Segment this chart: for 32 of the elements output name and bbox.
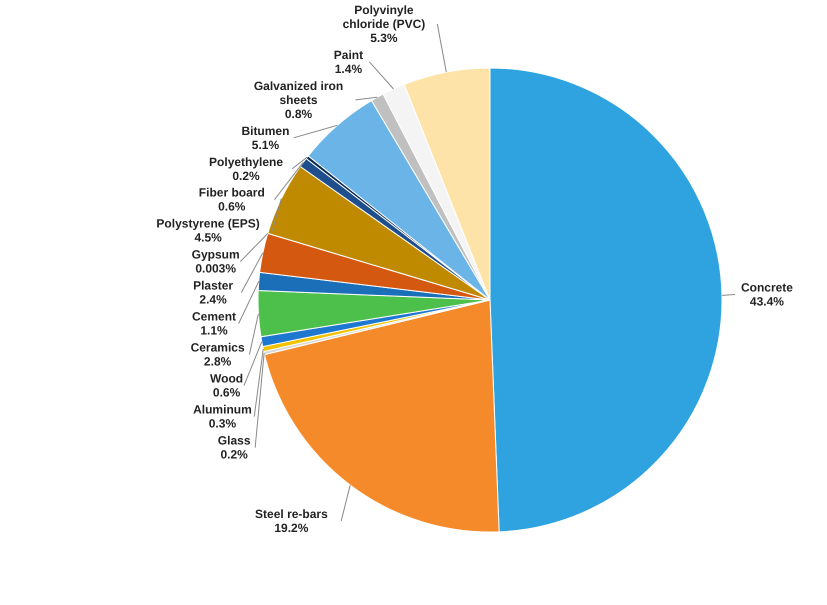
slice-label: Polyvinyle chloride (PVC) xyxy=(342,3,426,31)
data-label: 0.3% xyxy=(208,416,236,431)
data-label: 2.4% xyxy=(199,292,228,307)
data-label: 4.5% xyxy=(194,230,222,245)
slice-label: Plaster xyxy=(193,278,234,293)
data-label: 5.1% xyxy=(252,138,280,152)
data-label: 0.2% xyxy=(220,448,248,462)
data-label: 0.6% xyxy=(218,200,246,214)
data-label: 1.4% xyxy=(334,62,362,76)
slice-label: Cement xyxy=(192,310,236,324)
slice-label: Polystyrene (EPS) xyxy=(156,216,260,231)
slice-label: Bitumen xyxy=(241,124,290,138)
data-label: 43.4% xyxy=(750,294,784,309)
slice-label: Fiber board xyxy=(198,186,265,200)
slice-label: Aluminum xyxy=(193,402,252,417)
data-label: 0.6% xyxy=(212,386,241,400)
data-label: 1.1% xyxy=(200,324,228,338)
slice-label: Galvanized iron sheets xyxy=(254,78,344,107)
slice-label: Glass xyxy=(218,434,251,448)
slice-label: Paint xyxy=(334,48,364,62)
data-label: 0.003% xyxy=(195,262,236,276)
slice-label: Wood xyxy=(210,372,244,386)
data-label: 0.2% xyxy=(232,168,260,183)
data-label: 5.3% xyxy=(370,31,398,45)
data-label: 0.8% xyxy=(284,106,312,121)
slice-label: Gypsum xyxy=(192,248,240,262)
slice-label: Polyethylene xyxy=(209,154,284,169)
slice-label: Concrete xyxy=(740,280,794,295)
slice-label: Ceramics xyxy=(190,340,245,355)
data-label: 2.8% xyxy=(204,354,232,369)
data-label: 19.2% xyxy=(274,521,309,536)
slice-label: Steel re-bars xyxy=(255,507,328,522)
